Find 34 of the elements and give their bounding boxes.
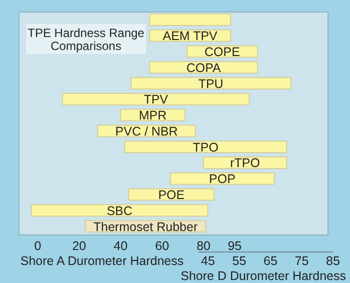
y-tick-label: COPA <box>186 60 222 75</box>
x-tick-label: 95 <box>228 239 242 253</box>
bar <box>149 61 258 74</box>
y-tick-label: COPE <box>204 45 240 59</box>
y-tick-label: PVC / NBR <box>115 124 178 138</box>
y-tick-label: Thermoset Rubber <box>93 220 198 234</box>
y-tick-label: rTPO <box>230 156 260 170</box>
x-tick-label: 60 <box>155 239 170 253</box>
x2-tick-label: 55 <box>232 254 246 268</box>
x-tick-label: 40 <box>114 239 128 253</box>
bar <box>30 204 208 217</box>
x-axis-title: Shore A Durometer Hardness <box>20 254 184 268</box>
y-tick-label: TPV <box>144 92 169 107</box>
x2-tick-label: 75 <box>294 254 309 268</box>
x2-tick-label: 85 <box>326 254 340 268</box>
y-tick-label: TPO <box>192 140 219 154</box>
x2-tick-label: 45 <box>201 254 215 268</box>
bar <box>62 92 250 106</box>
text: TPE Hardness Range Comparisons <box>28 26 145 53</box>
bar <box>149 14 232 26</box>
y-tick-label: SBC <box>106 204 132 218</box>
bar <box>130 77 292 90</box>
x-tick-label: 20 <box>72 239 86 253</box>
y-tick-label: TPU <box>198 76 224 91</box>
y-tick-label: POP <box>209 172 236 186</box>
x-tick-label: 0 <box>34 239 42 253</box>
x2-axis-title: Shore D Durometer Hardness <box>180 269 346 283</box>
x2-tick-label: 65 <box>264 254 278 268</box>
y-tick-label: MPR <box>138 108 167 123</box>
bar <box>170 172 275 185</box>
y-tick-label: AEM TPV <box>162 29 218 44</box>
x-tick-label: 80 <box>196 239 211 253</box>
bar <box>124 140 288 154</box>
y-tick-label: POE <box>158 188 185 202</box>
